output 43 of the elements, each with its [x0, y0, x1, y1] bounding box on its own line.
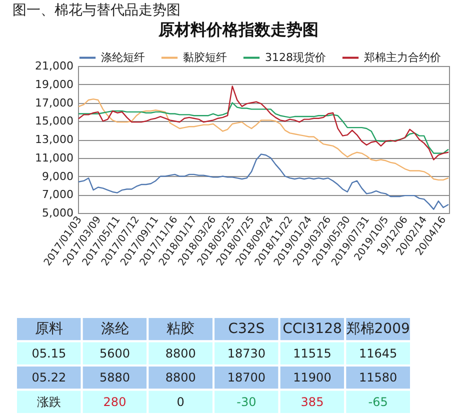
line-series	[78, 98, 449, 181]
text: 原料	[34, 321, 63, 338]
category-label: CCI3128	[282, 321, 342, 338]
data-label: -30	[236, 394, 256, 409]
data-label: 385	[300, 394, 324, 409]
data-label: 18700	[227, 370, 266, 385]
y-tick-label: 7,000	[42, 188, 74, 202]
series-label: 涨跌	[36, 394, 61, 409]
data-label: 11645	[358, 346, 398, 360]
y-tick-label: 11,000	[35, 151, 74, 164]
chart-title: 原材料价格指数走势图	[158, 20, 318, 39]
data-label: 8800	[165, 346, 196, 360]
series-label: 05.15	[32, 346, 66, 360]
data-label: -65	[368, 394, 388, 409]
line-series	[78, 102, 449, 154]
y-tick-label: 21,000	[35, 60, 74, 72]
data-label: 11900	[293, 370, 332, 385]
y-tick-label: 13,000	[35, 133, 74, 146]
text: 图一、棉花与替代品走势图	[12, 2, 180, 18]
line-series	[78, 86, 449, 160]
data-label: 11580	[358, 370, 398, 385]
y-tick-label: 19,000	[35, 78, 74, 91]
y-tick-label: 9,000	[42, 170, 74, 183]
category-label: 郑棉2009	[346, 321, 410, 338]
category-label: 涤纶	[100, 321, 129, 338]
y-tick-label: 17,000	[35, 96, 74, 110]
legend-label: 涤纶短纤	[101, 50, 145, 64]
category-label: C32S	[228, 321, 265, 338]
y-tick-label: 15,000	[35, 114, 74, 128]
data-label: 280	[103, 394, 126, 409]
data-label: 11515	[293, 346, 332, 360]
data-label: 8800	[165, 370, 196, 385]
line-series	[78, 154, 449, 210]
legend-label: 3128现货价	[265, 50, 326, 64]
legend-label: 黏胶短纤	[183, 50, 227, 64]
data-label: 0	[176, 394, 184, 409]
category-label: 粘胶	[166, 321, 195, 338]
data-label: 18730	[227, 346, 266, 360]
data-label: 5600	[99, 346, 130, 360]
data-label: 5880	[99, 370, 130, 385]
legend-label: 郑棉主力合约价	[364, 50, 441, 64]
y-tick-label: 5,000	[42, 206, 74, 220]
series-label: 05.22	[32, 370, 66, 385]
